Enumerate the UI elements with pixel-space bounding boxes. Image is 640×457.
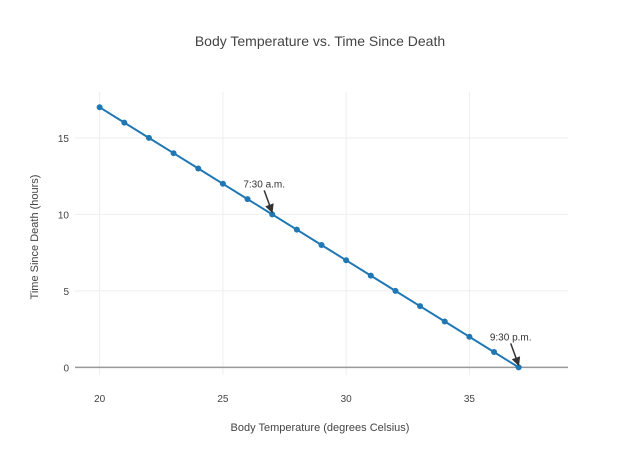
data-point bbox=[367, 272, 374, 279]
data-point bbox=[318, 241, 325, 248]
grid-layer bbox=[75, 92, 568, 375]
y-tick-label: 15 bbox=[58, 134, 70, 145]
data-point bbox=[96, 104, 103, 111]
data-point bbox=[219, 180, 226, 187]
annotation-arrow bbox=[509, 343, 521, 367]
x-tick-label: 25 bbox=[217, 394, 229, 405]
annotation-label: 7:30 a.m. bbox=[243, 179, 285, 190]
data-point bbox=[244, 196, 251, 203]
chart-title: Body Temperature vs. Time Since Death bbox=[195, 33, 445, 49]
data-point bbox=[441, 318, 448, 325]
y-tick-label: 10 bbox=[58, 210, 70, 221]
series-line bbox=[99, 106, 520, 369]
data-point bbox=[466, 333, 473, 340]
data-point bbox=[343, 257, 350, 264]
x-tick-label: 35 bbox=[464, 394, 476, 405]
x-tick-label: 20 bbox=[94, 394, 106, 405]
data-point bbox=[121, 119, 128, 126]
annotation-label: 9:30 p.m. bbox=[490, 332, 532, 343]
axes-layer: 20 25 30 35 0 5 10 15 bbox=[58, 134, 568, 405]
data-point bbox=[392, 287, 399, 294]
y-axis-label: Time Since Death (hours) bbox=[29, 175, 41, 300]
x-axis-label: Body Temperature (degrees Celsius) bbox=[231, 422, 410, 434]
data-point bbox=[293, 226, 300, 233]
data-point bbox=[170, 150, 177, 157]
annotation-arrow bbox=[263, 190, 274, 214]
data-point bbox=[195, 165, 202, 172]
data-point bbox=[417, 303, 424, 310]
x-tick-label: 30 bbox=[341, 394, 353, 405]
series-layer bbox=[96, 104, 522, 371]
data-point bbox=[145, 134, 152, 141]
annotation-layer: 7:30 a.m. 9:30 p.m. bbox=[243, 179, 532, 367]
y-tick-label: 5 bbox=[63, 287, 69, 298]
y-tick-label: 0 bbox=[63, 363, 69, 374]
data-point bbox=[491, 349, 498, 356]
